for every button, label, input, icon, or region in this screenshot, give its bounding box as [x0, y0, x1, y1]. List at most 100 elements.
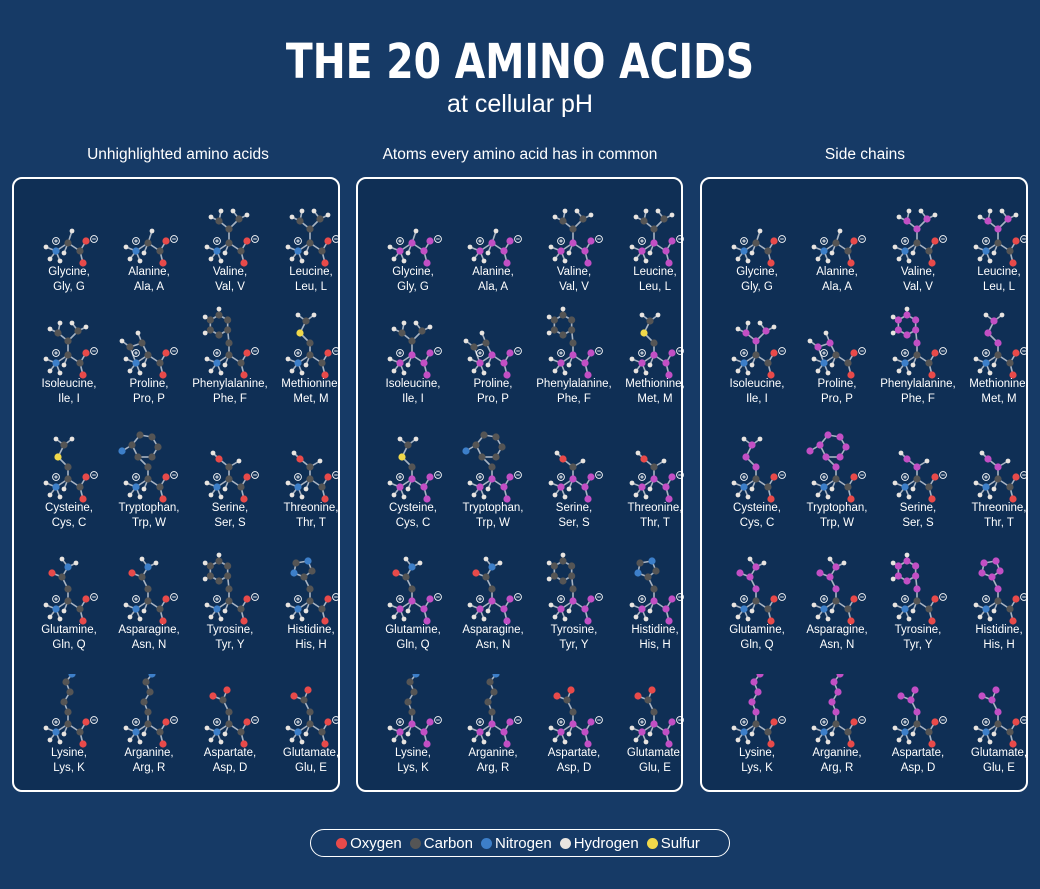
amino-acid-abbreviation: Val, V: [215, 280, 245, 293]
atom-o: [584, 371, 592, 379]
atom-c: [844, 247, 852, 255]
amino-acid-card: Alanine, Ala, A: [108, 193, 190, 315]
atom-o: [816, 569, 824, 577]
atom-h: [391, 326, 397, 332]
atom-h: [904, 552, 910, 558]
atom-n: [740, 483, 748, 491]
amino-acid-abbreviation: Met, M: [637, 392, 673, 405]
amino-acid-card: Asparagine, Asn, N: [108, 551, 190, 673]
atom-c: [410, 688, 418, 696]
atom-h: [910, 608, 916, 614]
atom-n: [982, 359, 990, 367]
atom-c: [498, 443, 506, 451]
atom-c: [923, 215, 931, 223]
atom-h: [397, 436, 403, 442]
amino-acid-name: Glutamine,: [729, 624, 785, 636]
atom-h: [749, 731, 755, 737]
molecule-diagram: [467, 228, 522, 267]
atom-n: [756, 674, 764, 678]
positive-charge-icon: [982, 237, 990, 245]
atom-c: [206, 562, 214, 570]
atom-h: [123, 480, 129, 486]
atom-c: [144, 720, 152, 728]
atom-h: [815, 492, 821, 498]
atom-o: [79, 617, 87, 625]
atom-c: [156, 359, 164, 367]
atom-c: [76, 483, 84, 491]
amino-acid-name: Glutamate,: [626, 747, 684, 759]
atom-c: [925, 247, 933, 255]
atom-h: [289, 614, 295, 620]
atom-h: [745, 616, 751, 622]
atom-h: [761, 560, 767, 566]
atom-c: [306, 475, 314, 483]
atom-h: [401, 494, 407, 500]
atom-n: [820, 605, 828, 613]
atom-h: [413, 320, 419, 326]
amino-acid-label: Threonine, Thr, T: [606, 501, 704, 530]
amino-acid-abbreviation: Phe, F: [213, 392, 247, 405]
amino-acid-card: Glutamine, Gln, Q: [716, 551, 798, 673]
atom-o: [587, 349, 595, 357]
amino-acid-card: Glutamate, Glu, E: [958, 674, 1040, 796]
negative-charge-icon: [595, 716, 603, 724]
atom-n: [557, 247, 565, 255]
amino-acid-label: Leucine, Leu, L: [606, 265, 704, 294]
atom-o: [567, 686, 575, 694]
molecule-diagram: [285, 557, 340, 625]
atom-n: [901, 728, 909, 736]
amino-acid-name: Histidine,: [631, 624, 679, 636]
atom-o: [82, 718, 90, 726]
atom-h: [208, 737, 214, 743]
positive-charge-icon: [901, 349, 909, 357]
atom-c: [994, 475, 1002, 483]
amino-acid-name: Cysteine,: [389, 502, 437, 514]
atom-o: [243, 237, 251, 245]
molecule-diagram: [202, 306, 259, 379]
atom-c: [64, 585, 72, 593]
amino-acid-name: Glycine,: [48, 266, 90, 278]
atom-h: [892, 602, 898, 608]
atom-h: [43, 244, 49, 250]
atom-h: [325, 212, 331, 218]
molecule-diagram: [285, 312, 340, 379]
amino-acid-abbreviation: Tyr, Y: [215, 638, 245, 651]
molecule-diagram: [548, 450, 603, 503]
amino-acid-card: Phenylalanine, Phe, F: [533, 305, 615, 427]
atom-o: [928, 617, 936, 625]
molecule-diagram: [973, 557, 1028, 625]
atom-c: [206, 572, 214, 580]
atom-h: [562, 208, 568, 214]
atom-o: [984, 455, 992, 463]
amino-acid-abbreviation: Lys, K: [741, 761, 773, 774]
atom-h: [757, 228, 763, 234]
atom-h: [910, 731, 916, 737]
atom-h: [546, 560, 552, 566]
amino-acid-name: Glycine,: [392, 266, 434, 278]
atom-c: [994, 339, 1002, 347]
atom-n: [476, 728, 484, 736]
positive-charge-icon: [820, 473, 828, 481]
atom-h: [204, 356, 210, 362]
atom-h: [43, 356, 49, 362]
atom-c: [894, 572, 902, 580]
atom-h: [236, 458, 242, 464]
amino-acid-abbreviation: Trp, W: [131, 516, 167, 529]
atom-o: [847, 259, 855, 267]
amino-acid-label: Glutamate, Glu, E: [606, 746, 704, 775]
amino-acid-abbreviation: Ile, I: [746, 392, 768, 405]
atom-c: [480, 431, 488, 439]
atom-c: [750, 678, 758, 686]
atom-n: [52, 483, 60, 491]
atom-h: [552, 256, 558, 262]
atom-h: [829, 362, 835, 368]
atom-n: [982, 605, 990, 613]
negative-charge-icon: [1020, 235, 1028, 243]
atom-h: [391, 256, 397, 262]
atom-n: [901, 247, 909, 255]
atom-n: [396, 728, 404, 736]
atom-n: [144, 563, 152, 571]
atom-o: [903, 455, 911, 463]
atom-c: [762, 327, 770, 335]
atom-h: [731, 602, 737, 608]
